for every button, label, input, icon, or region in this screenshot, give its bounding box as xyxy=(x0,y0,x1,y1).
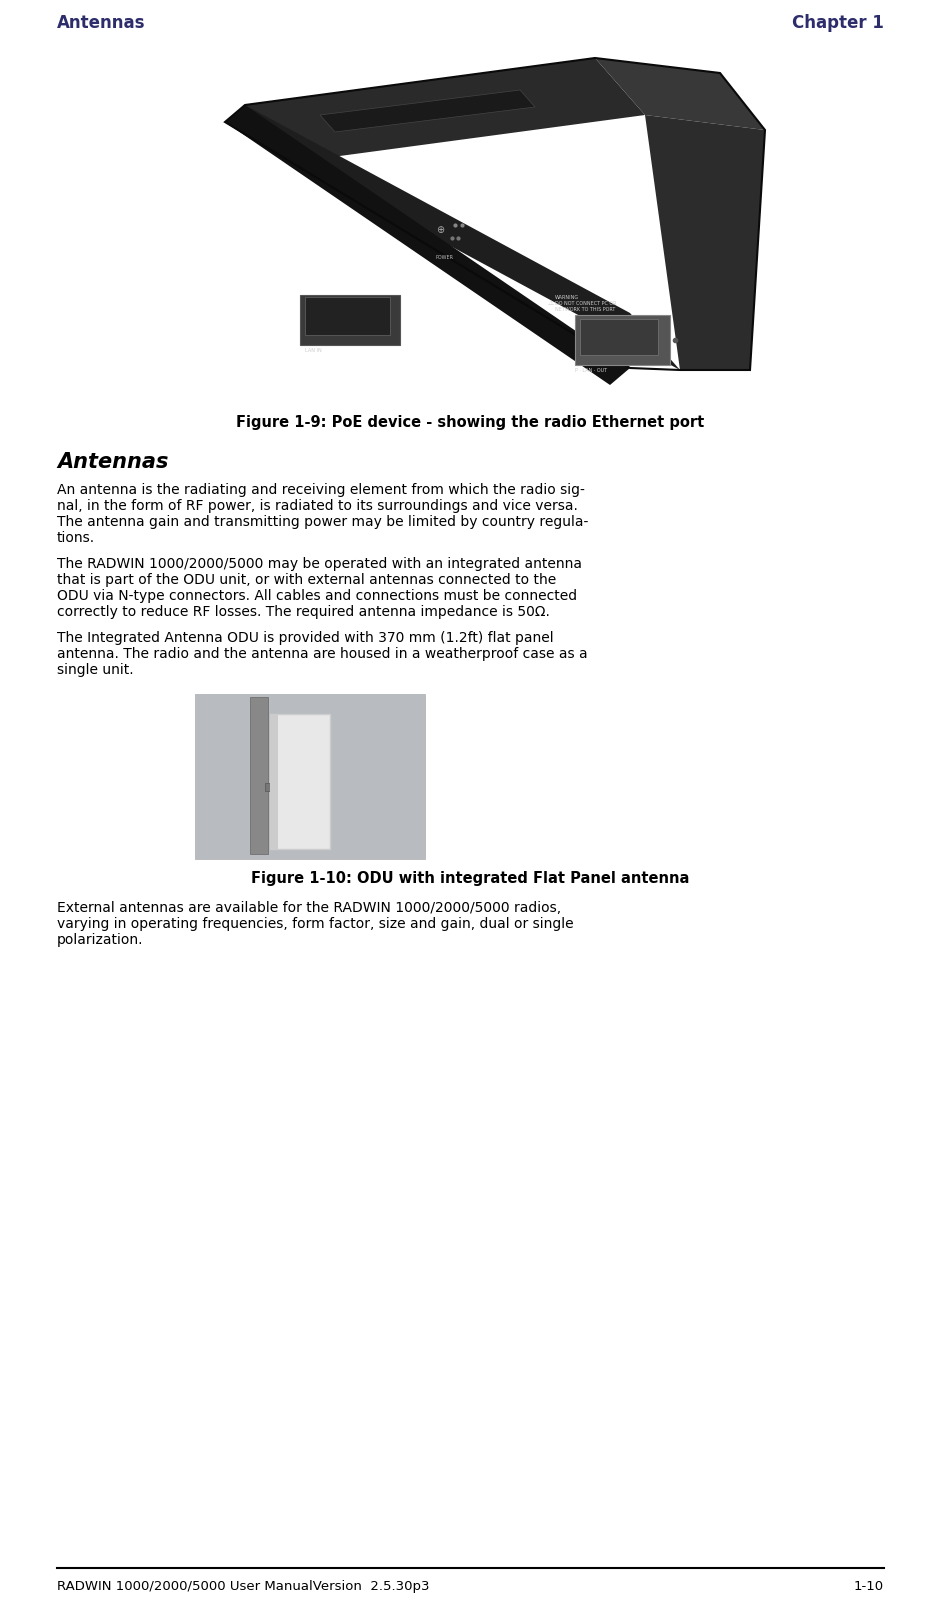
Text: nal, in the form of RF power, is radiated to its surroundings and vice versa.: nal, in the form of RF power, is radiate… xyxy=(57,499,578,513)
Text: that is part of the ODU unit, or with external antennas connected to the: that is part of the ODU unit, or with ex… xyxy=(57,573,556,587)
Text: P · LAN · OUT: P · LAN · OUT xyxy=(575,367,607,374)
Polygon shape xyxy=(245,58,645,162)
Text: POWER: POWER xyxy=(436,255,454,260)
Bar xyxy=(300,295,400,345)
Text: polarization.: polarization. xyxy=(57,934,143,946)
Text: single unit.: single unit. xyxy=(57,662,134,677)
Text: tions.: tions. xyxy=(57,531,95,545)
Text: The Integrated Antenna ODU is provided with 370 mm (1.2ft) flat panel: The Integrated Antenna ODU is provided w… xyxy=(57,630,553,645)
Bar xyxy=(195,695,425,860)
Polygon shape xyxy=(320,90,535,132)
Bar xyxy=(270,714,278,849)
Text: WARNING
DO NOT CONNECT PC OR
NETWORK TO THIS PORT: WARNING DO NOT CONNECT PC OR NETWORK TO … xyxy=(555,295,616,313)
Text: 1-10: 1-10 xyxy=(853,1580,884,1593)
Bar xyxy=(265,783,277,791)
Polygon shape xyxy=(245,104,680,371)
Text: correctly to reduce RF losses. The required antenna impedance is 50Ω.: correctly to reduce RF losses. The requi… xyxy=(57,605,550,619)
Text: ⊕: ⊕ xyxy=(436,225,444,236)
Text: An antenna is the radiating and receiving element from which the radio sig-: An antenna is the radiating and receivin… xyxy=(57,483,585,497)
Text: Antennas: Antennas xyxy=(57,14,146,32)
Polygon shape xyxy=(645,115,765,371)
Text: External antennas are available for the RADWIN 1000/2000/5000 radios,: External antennas are available for the … xyxy=(57,901,561,914)
Bar xyxy=(305,297,390,335)
Text: The RADWIN 1000/2000/5000 may be operated with an integrated antenna: The RADWIN 1000/2000/5000 may be operate… xyxy=(57,557,582,571)
Bar xyxy=(250,698,268,853)
Polygon shape xyxy=(595,58,765,130)
Text: ⚠: ⚠ xyxy=(548,300,554,306)
Text: Figure 1-9: PoE device - showing the radio Ethernet port: Figure 1-9: PoE device - showing the rad… xyxy=(236,415,705,430)
Bar xyxy=(270,714,330,849)
Text: ODU via N-type connectors. All cables and connections must be connected: ODU via N-type connectors. All cables an… xyxy=(57,589,577,603)
Text: varying in operating frequencies, form factor, size and gain, dual or single: varying in operating frequencies, form f… xyxy=(57,917,574,930)
Bar xyxy=(195,695,425,860)
Text: Figure 1-10: ODU with integrated Flat Panel antenna: Figure 1-10: ODU with integrated Flat Pa… xyxy=(251,871,690,885)
Text: The antenna gain and transmitting power may be limited by country regula-: The antenna gain and transmitting power … xyxy=(57,515,588,529)
Text: antenna. The radio and the antenna are housed in a weatherproof case as a: antenna. The radio and the antenna are h… xyxy=(57,646,587,661)
Bar xyxy=(57,45,884,395)
Polygon shape xyxy=(225,104,630,385)
Bar xyxy=(580,319,658,354)
Text: RADWIN 1000/2000/5000 User ManualVersion  2.5.30p3: RADWIN 1000/2000/5000 User ManualVersion… xyxy=(57,1580,429,1593)
Bar xyxy=(575,314,670,366)
Text: Antennas: Antennas xyxy=(57,452,168,472)
Text: Chapter 1: Chapter 1 xyxy=(792,14,884,32)
Text: LAN IN: LAN IN xyxy=(305,348,322,353)
